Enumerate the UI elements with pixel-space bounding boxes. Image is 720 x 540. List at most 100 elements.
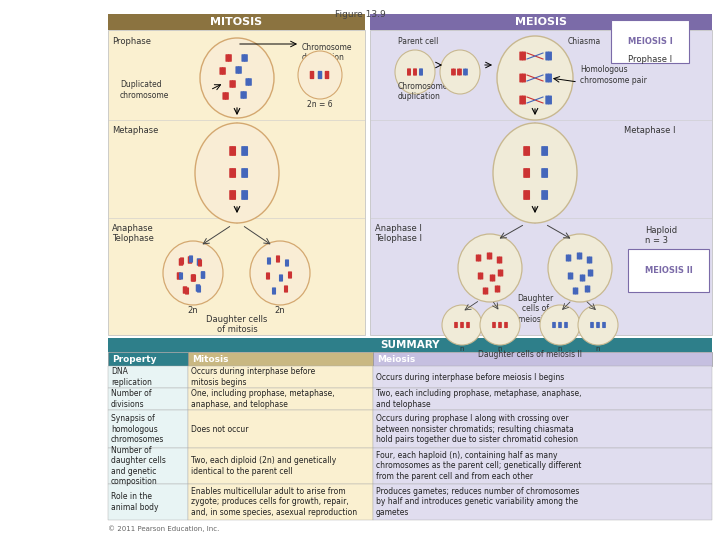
FancyBboxPatch shape (585, 286, 588, 293)
FancyBboxPatch shape (541, 168, 545, 178)
Text: Two, each diploid (2n) and genetically
identical to the parent cell: Two, each diploid (2n) and genetically i… (191, 456, 336, 476)
FancyBboxPatch shape (544, 190, 548, 200)
FancyBboxPatch shape (495, 286, 498, 293)
FancyBboxPatch shape (176, 272, 181, 280)
FancyBboxPatch shape (183, 286, 187, 294)
FancyBboxPatch shape (108, 30, 365, 335)
FancyBboxPatch shape (196, 284, 200, 292)
Ellipse shape (195, 123, 279, 223)
FancyBboxPatch shape (222, 92, 226, 100)
Text: Prophase I: Prophase I (628, 55, 672, 64)
FancyBboxPatch shape (497, 286, 500, 293)
FancyBboxPatch shape (522, 51, 526, 60)
FancyBboxPatch shape (244, 146, 248, 156)
FancyBboxPatch shape (318, 71, 323, 79)
FancyBboxPatch shape (499, 256, 503, 264)
FancyBboxPatch shape (460, 322, 464, 328)
FancyBboxPatch shape (500, 269, 503, 276)
Ellipse shape (548, 234, 612, 302)
FancyBboxPatch shape (476, 254, 479, 261)
FancyBboxPatch shape (285, 259, 289, 267)
Text: Anaphase I
Telophase I: Anaphase I Telophase I (375, 224, 422, 244)
Text: Synapsis of
homologous
chromosomes: Synapsis of homologous chromosomes (111, 414, 164, 444)
FancyBboxPatch shape (266, 272, 270, 280)
FancyBboxPatch shape (246, 78, 249, 86)
Ellipse shape (250, 241, 310, 305)
Text: Four, each haploid (n), containing half as many
chromosomes as the parent cell; : Four, each haploid (n), containing half … (376, 451, 581, 481)
Ellipse shape (578, 305, 618, 345)
FancyBboxPatch shape (188, 352, 373, 366)
Ellipse shape (440, 50, 480, 94)
FancyBboxPatch shape (523, 146, 527, 156)
FancyBboxPatch shape (602, 322, 606, 328)
FancyBboxPatch shape (373, 410, 712, 448)
FancyBboxPatch shape (519, 96, 523, 104)
FancyBboxPatch shape (580, 274, 583, 281)
FancyBboxPatch shape (545, 73, 549, 83)
Text: SUMMARY: SUMMARY (380, 340, 440, 350)
FancyBboxPatch shape (240, 91, 244, 99)
FancyBboxPatch shape (108, 410, 188, 448)
FancyBboxPatch shape (192, 274, 196, 281)
FancyBboxPatch shape (279, 274, 283, 281)
FancyBboxPatch shape (373, 484, 712, 520)
Text: Haploid
n = 3: Haploid n = 3 (645, 226, 677, 245)
FancyBboxPatch shape (519, 73, 523, 83)
Text: Metaphase I: Metaphase I (624, 126, 676, 135)
Ellipse shape (163, 241, 223, 305)
FancyBboxPatch shape (373, 448, 712, 484)
Text: Chromosome
duplication: Chromosome duplication (302, 43, 353, 63)
Text: MEIOSIS I: MEIOSIS I (628, 37, 672, 46)
FancyBboxPatch shape (564, 322, 568, 328)
Text: Meiosis: Meiosis (377, 354, 415, 363)
FancyBboxPatch shape (222, 67, 226, 75)
FancyBboxPatch shape (233, 168, 236, 178)
FancyBboxPatch shape (480, 273, 483, 280)
FancyBboxPatch shape (243, 91, 247, 99)
FancyBboxPatch shape (284, 286, 288, 293)
FancyBboxPatch shape (244, 168, 248, 178)
FancyBboxPatch shape (548, 51, 552, 60)
FancyBboxPatch shape (485, 287, 488, 294)
FancyBboxPatch shape (526, 190, 530, 200)
Ellipse shape (540, 305, 580, 345)
FancyBboxPatch shape (457, 69, 460, 76)
Text: Property: Property (112, 354, 156, 363)
FancyBboxPatch shape (544, 168, 548, 178)
FancyBboxPatch shape (492, 322, 496, 328)
Text: Mitosis: Mitosis (192, 354, 228, 363)
Text: Enables multicellular adult to arise from
zygote; produces cells for growth, rep: Enables multicellular adult to arise fro… (191, 487, 357, 517)
Text: DNA
replication: DNA replication (111, 367, 152, 387)
FancyBboxPatch shape (596, 322, 600, 328)
Text: Daughter
cells of
meiosis I: Daughter cells of meiosis I (517, 294, 553, 324)
Ellipse shape (493, 123, 577, 223)
Ellipse shape (458, 234, 522, 302)
FancyBboxPatch shape (587, 256, 590, 264)
FancyBboxPatch shape (519, 51, 523, 60)
FancyBboxPatch shape (478, 273, 481, 280)
FancyBboxPatch shape (373, 388, 712, 410)
FancyBboxPatch shape (373, 366, 712, 388)
FancyBboxPatch shape (588, 269, 591, 276)
FancyBboxPatch shape (465, 69, 468, 76)
Text: MITOSIS: MITOSIS (210, 17, 263, 27)
FancyBboxPatch shape (589, 256, 593, 264)
Ellipse shape (298, 51, 342, 99)
FancyBboxPatch shape (522, 73, 526, 83)
FancyBboxPatch shape (590, 322, 594, 328)
Text: Occurs during prophase I along with crossing over
between nonsister chromatids; : Occurs during prophase I along with cros… (376, 414, 578, 444)
FancyBboxPatch shape (483, 287, 486, 294)
Text: Parent cell: Parent cell (398, 37, 438, 46)
Ellipse shape (497, 36, 573, 120)
FancyBboxPatch shape (108, 484, 188, 520)
FancyBboxPatch shape (241, 190, 245, 200)
Ellipse shape (480, 305, 520, 345)
FancyBboxPatch shape (241, 168, 245, 178)
Text: Occurs during interphase before
mitosis begins: Occurs during interphase before mitosis … (191, 367, 315, 387)
FancyBboxPatch shape (498, 322, 502, 328)
FancyBboxPatch shape (454, 322, 458, 328)
Text: Metaphase: Metaphase (112, 126, 158, 135)
Text: Role in the
animal body: Role in the animal body (111, 492, 158, 512)
FancyBboxPatch shape (108, 14, 365, 30)
FancyBboxPatch shape (568, 254, 571, 261)
